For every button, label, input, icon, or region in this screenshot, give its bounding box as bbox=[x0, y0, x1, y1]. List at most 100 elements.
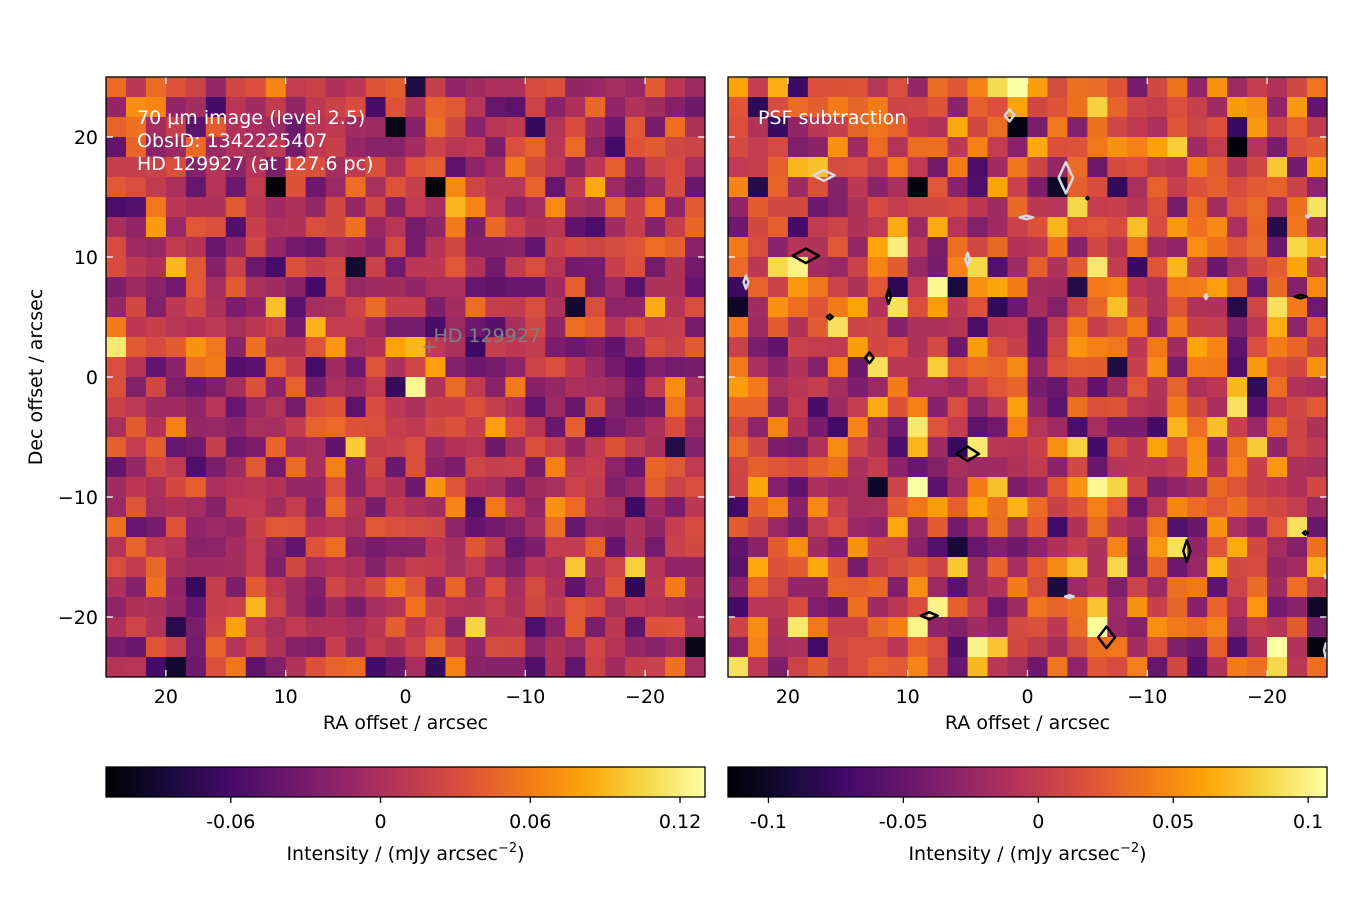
heatmap-cell bbox=[1147, 617, 1168, 638]
heatmap-cell bbox=[827, 657, 849, 677]
heatmap-cell bbox=[665, 417, 686, 438]
heatmap-cell bbox=[1207, 417, 1228, 438]
heatmap-cell bbox=[1087, 97, 1108, 118]
heatmap-cell bbox=[827, 337, 849, 358]
heatmap-cell bbox=[445, 557, 466, 578]
heatmap-cell bbox=[545, 377, 566, 398]
heatmap-cell bbox=[907, 237, 929, 258]
heatmap-cell bbox=[927, 457, 949, 478]
heatmap-cell bbox=[1287, 597, 1308, 618]
heatmap-cell bbox=[685, 417, 705, 438]
heatmap-cell bbox=[565, 577, 586, 598]
heatmap-cell bbox=[1287, 117, 1308, 138]
heatmap-cell bbox=[665, 197, 686, 218]
heatmap-cell bbox=[1187, 77, 1208, 98]
heatmap-cell bbox=[125, 357, 147, 378]
heatmap-cell bbox=[1207, 477, 1228, 498]
heatmap-cell bbox=[165, 617, 187, 638]
heatmap-cell bbox=[867, 377, 889, 398]
heatmap-cell bbox=[1047, 117, 1069, 138]
heatmap-cell bbox=[585, 437, 606, 458]
heatmap-cell bbox=[106, 417, 127, 438]
heatmap-cell bbox=[265, 337, 287, 358]
heatmap-cell bbox=[1207, 77, 1228, 98]
heatmap-cell bbox=[767, 457, 789, 478]
heatmap-cell bbox=[1287, 237, 1308, 258]
heatmap-cell bbox=[728, 577, 749, 598]
right-annotation: PSF subtraction bbox=[758, 107, 906, 129]
heatmap-cell bbox=[1067, 137, 1088, 158]
heatmap-cell bbox=[465, 157, 486, 178]
heatmap-cell bbox=[967, 197, 989, 218]
heatmap-cell bbox=[125, 337, 147, 358]
heatmap-cell bbox=[1187, 97, 1208, 118]
heatmap-cell bbox=[1087, 417, 1108, 438]
heatmap-cell bbox=[505, 497, 526, 518]
heatmap-cell bbox=[728, 357, 749, 378]
heatmap-cell bbox=[1287, 637, 1308, 658]
heatmap-cell bbox=[887, 637, 909, 658]
heatmap-cell bbox=[947, 317, 969, 338]
heatmap-cell bbox=[265, 617, 287, 638]
heatmap-cell bbox=[1227, 97, 1248, 118]
heatmap-cell bbox=[305, 257, 327, 278]
heatmap-cell bbox=[405, 337, 427, 358]
heatmap-cell bbox=[106, 77, 127, 98]
heatmap-cell bbox=[385, 277, 407, 298]
heatmap-cell bbox=[345, 197, 367, 218]
heatmap-cell bbox=[685, 517, 705, 538]
heatmap-cell bbox=[625, 257, 646, 278]
heatmap-cell bbox=[847, 197, 869, 218]
heatmap-cell bbox=[265, 577, 287, 598]
heatmap-cell bbox=[425, 497, 447, 518]
heatmap-cell bbox=[1287, 77, 1308, 98]
heatmap-cell bbox=[645, 117, 666, 138]
heatmap-cell bbox=[325, 297, 347, 318]
heatmap-cell bbox=[405, 197, 427, 218]
heatmap-cell bbox=[827, 597, 849, 618]
heatmap-cell bbox=[425, 617, 447, 638]
heatmap-cell bbox=[385, 557, 407, 578]
heatmap-cell bbox=[767, 357, 789, 378]
heatmap-cell bbox=[1127, 277, 1148, 298]
heatmap-cell bbox=[345, 597, 367, 618]
heatmap-cell bbox=[425, 517, 447, 538]
heatmap-cell bbox=[425, 377, 447, 398]
contour bbox=[791, 247, 821, 265]
heatmap-cell bbox=[787, 577, 809, 598]
heatmap-cell bbox=[245, 177, 267, 198]
heatmap-cell bbox=[907, 337, 929, 358]
heatmap-cell bbox=[967, 477, 989, 498]
heatmap-cell bbox=[185, 277, 207, 298]
heatmap-cell bbox=[685, 297, 705, 318]
heatmap-cell bbox=[1147, 497, 1168, 518]
heatmap-cell bbox=[485, 177, 506, 198]
heatmap-cell bbox=[1167, 557, 1188, 578]
heatmap-cell bbox=[185, 237, 207, 258]
heatmap-cell bbox=[1207, 617, 1228, 638]
heatmap-cell bbox=[385, 637, 407, 658]
heatmap-cell bbox=[345, 617, 367, 638]
heatmap-cell bbox=[1247, 617, 1268, 638]
heatmap-cell bbox=[1107, 137, 1128, 158]
heatmap-cell bbox=[345, 397, 367, 418]
heatmap-cell bbox=[1107, 457, 1128, 478]
heatmap-cell bbox=[225, 537, 247, 558]
heatmap-cell bbox=[867, 637, 889, 658]
heatmap-cell bbox=[485, 257, 506, 278]
heatmap-cell bbox=[445, 537, 466, 558]
heatmap-cell bbox=[847, 517, 869, 538]
x-tick-label: −20 bbox=[1247, 686, 1287, 708]
heatmap-cell bbox=[685, 277, 705, 298]
heatmap-cell bbox=[987, 417, 1009, 438]
heatmap-cell bbox=[625, 197, 646, 218]
heatmap-cell bbox=[787, 397, 809, 418]
heatmap-cell bbox=[665, 637, 686, 658]
heatmap-cell bbox=[747, 117, 769, 138]
heatmap-cell bbox=[565, 477, 586, 498]
heatmap-cell bbox=[747, 177, 769, 198]
heatmap-cell bbox=[1187, 177, 1208, 198]
heatmap-cell bbox=[967, 297, 989, 318]
heatmap-cell bbox=[807, 617, 829, 638]
heatmap-cell bbox=[505, 417, 526, 438]
